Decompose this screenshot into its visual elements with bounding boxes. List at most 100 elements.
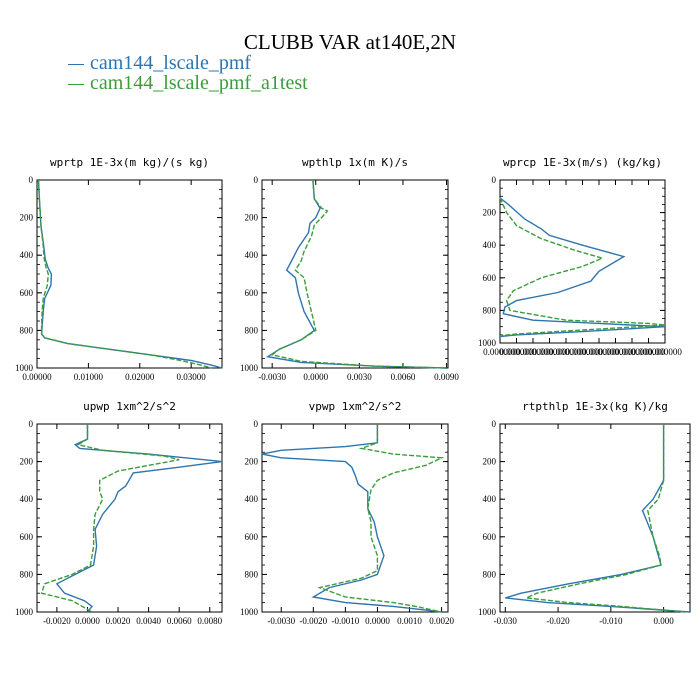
x-tick-label: 0.0040 — [136, 616, 161, 626]
panel-title: vpwp 1xm^2/s^2 — [309, 400, 402, 413]
x-tick-label: 0.000000 — [483, 347, 517, 357]
legend-swatch — [68, 83, 84, 85]
series-line-pmf — [265, 179, 447, 369]
x-tick-label: 0.000000 — [632, 347, 666, 357]
panel-title: rtpthlp 1E-3x(kg K)/kg — [522, 400, 668, 413]
y-tick-label: 800 — [20, 569, 34, 579]
series-line-pmf — [499, 197, 666, 338]
x-tick-label: 0.0000 — [365, 616, 390, 626]
legend-swatch — [68, 63, 84, 65]
y-tick-label: 200 — [483, 457, 497, 467]
x-tick-label: -0.0030 — [258, 372, 286, 382]
panel-frame — [36, 179, 223, 369]
y-tick-label: 1000 — [240, 363, 259, 373]
panel-frame — [261, 423, 449, 613]
series-line-a1test — [499, 197, 666, 337]
y-tick-label: 600 — [483, 532, 497, 542]
x-tick-label: -0.0020 — [299, 616, 327, 626]
x-tick-label: 0.000000 — [500, 347, 534, 357]
y-tick-label: 400 — [245, 494, 259, 504]
x-tick-label: -0.0020 — [43, 616, 71, 626]
x-tick-label: 0.0090 — [434, 372, 459, 382]
x-tick-label: 0.000000 — [549, 347, 583, 357]
x-tick-label: 0.000 — [653, 616, 674, 626]
x-tick-label: 0.000000 — [516, 347, 550, 357]
series-line-pmf — [37, 179, 223, 369]
series-line-a1test — [317, 424, 445, 613]
y-tick-label: 800 — [483, 305, 497, 315]
x-tick-label: 0.000000 — [599, 347, 633, 357]
y-tick-label: 1000 — [15, 363, 34, 373]
legend-entry: cam144_lscale_pmf — [68, 52, 251, 75]
x-tick-label: 0.0080 — [197, 616, 222, 626]
y-tick-label: 400 — [245, 250, 259, 260]
y-tick-label: 1000 — [478, 338, 497, 348]
series-line-a1test — [40, 424, 180, 613]
x-tick-label: 0.0060 — [391, 372, 416, 382]
y-tick-label: 400 — [483, 240, 497, 250]
series-line-pmf — [505, 424, 691, 613]
x-tick-label: 0.0060 — [167, 616, 192, 626]
x-tick-label: 0.00000 — [22, 372, 52, 382]
x-tick-label: 0.0020 — [106, 616, 131, 626]
panel-title: upwp 1xm^2/s^2 — [83, 400, 176, 413]
x-tick-label: 0.02000 — [125, 372, 155, 382]
y-tick-label: 200 — [245, 457, 259, 467]
y-tick-label: 1000 — [15, 607, 34, 617]
legend-label: cam144_lscale_pmf_a1test — [90, 72, 308, 94]
y-tick-label: 600 — [20, 288, 34, 298]
page-title: CLUBB VAR at140E,2N — [243, 30, 457, 54]
y-tick-label: 600 — [245, 288, 259, 298]
y-tick-label: 200 — [20, 213, 34, 223]
y-tick-label: 200 — [483, 208, 497, 218]
x-tick-label: 0.0000 — [303, 372, 328, 382]
x-tick-label: -0.020 — [546, 616, 570, 626]
y-tick-label: 800 — [245, 569, 259, 579]
y-tick-label: 800 — [245, 325, 259, 335]
x-tick-label: 0.000000 — [582, 347, 616, 357]
y-tick-label: 0 — [254, 175, 259, 185]
y-tick-label: 600 — [245, 532, 259, 542]
x-tick-label: -0.030 — [494, 616, 518, 626]
legend-entry: cam144_lscale_pmf_a1test — [68, 72, 308, 95]
panel-title: wprcp 1E-3x(m/s) (kg/kg) — [503, 156, 662, 169]
y-tick-label: 400 — [483, 494, 497, 504]
y-tick-label: 800 — [483, 569, 497, 579]
x-tick-label: 0.000000 — [648, 347, 682, 357]
y-tick-label: 200 — [20, 457, 34, 467]
x-tick-label: 0.000000 — [615, 347, 649, 357]
y-tick-label: 600 — [20, 532, 34, 542]
y-tick-label: 1000 — [478, 607, 497, 617]
y-tick-label: 0 — [29, 419, 34, 429]
y-tick-label: 1000 — [240, 607, 259, 617]
y-tick-label: 200 — [245, 213, 259, 223]
y-tick-label: 400 — [20, 250, 34, 260]
panel-frame — [499, 423, 691, 613]
x-tick-label: 0.000000 — [533, 347, 567, 357]
x-tick-label: 0.03000 — [177, 372, 207, 382]
x-tick-label: 0.0010 — [397, 616, 422, 626]
y-tick-label: 400 — [20, 494, 34, 504]
series-line-a1test — [523, 424, 685, 613]
y-tick-label: 0 — [254, 419, 259, 429]
x-tick-label: -0.010 — [599, 616, 623, 626]
panel-title: wprtp 1E-3x(m kg)/(s kg) — [50, 156, 209, 169]
x-tick-label: 0.000000 — [566, 347, 600, 357]
panel-frame — [261, 179, 449, 369]
series-line-pmf — [261, 424, 442, 613]
x-tick-label: 0.0000 — [75, 616, 100, 626]
x-tick-label: -0.0030 — [267, 616, 295, 626]
panel-title: wpthlp 1x(m K)/s — [302, 156, 408, 169]
x-tick-label: 0.0020 — [429, 616, 454, 626]
y-tick-label: 800 — [20, 325, 34, 335]
y-tick-label: 0 — [492, 419, 497, 429]
legend-label: cam144_lscale_pmf — [90, 52, 252, 74]
y-tick-label: 600 — [483, 273, 497, 283]
series-line-a1test — [37, 179, 212, 369]
series-line-a1test — [270, 179, 447, 369]
y-tick-label: 0 — [29, 175, 34, 185]
x-tick-label: 0.0030 — [347, 372, 372, 382]
series-line-pmf — [55, 424, 223, 613]
x-tick-label: -0.0010 — [332, 616, 360, 626]
